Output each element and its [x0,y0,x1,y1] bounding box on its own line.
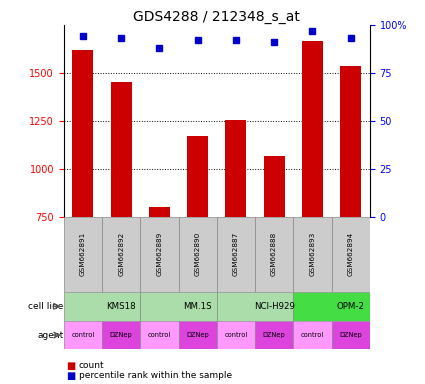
Text: OPM-2: OPM-2 [337,302,365,311]
Bar [140,217,178,292]
Text: GSM662889: GSM662889 [156,232,162,276]
Text: GSM662890: GSM662890 [195,232,201,276]
Text: NCI-H929: NCI-H929 [254,302,295,311]
Bar [293,217,332,292]
Bar [332,321,370,349]
Text: control: control [301,332,324,338]
Bar [293,321,332,349]
Bar [140,292,217,321]
Bar [102,321,140,349]
Text: control: control [71,332,94,338]
Bar [110,83,132,217]
Text: control: control [148,332,171,338]
Bar [217,217,255,292]
Bar [102,217,140,292]
Text: GSM662892: GSM662892 [118,232,124,276]
Bar [255,321,293,349]
Bar [225,120,246,217]
Text: GSM662887: GSM662887 [233,232,239,276]
Bar [332,217,370,292]
Text: GSM662888: GSM662888 [271,232,277,276]
Bar [302,41,323,217]
Bar [178,217,217,292]
Bar [217,292,293,321]
Bar [72,50,94,217]
Text: KMS18: KMS18 [106,302,136,311]
Bar [264,156,285,217]
Text: GSM662891: GSM662891 [80,232,86,276]
Bar [140,321,178,349]
Bar [340,66,361,217]
Text: DZNep: DZNep [339,332,362,338]
Text: ■: ■ [66,361,75,371]
Text: GSM662893: GSM662893 [309,232,315,276]
Text: MM.1S: MM.1S [183,302,212,311]
Text: control: control [224,332,247,338]
Text: DZNep: DZNep [186,332,209,338]
Bar [64,321,102,349]
Text: ■: ■ [66,371,75,381]
Bar [64,217,102,292]
Bar [255,217,293,292]
Bar [187,136,208,217]
Title: GDS4288 / 212348_s_at: GDS4288 / 212348_s_at [133,10,300,24]
Bar [217,321,255,349]
Bar [178,321,217,349]
Text: percentile rank within the sample: percentile rank within the sample [79,371,232,380]
Text: count: count [79,361,104,370]
Text: cell line: cell line [28,302,64,311]
Text: DZNep: DZNep [263,332,286,338]
Bar [293,292,370,321]
Text: agent: agent [37,331,64,339]
Text: GSM662894: GSM662894 [348,232,354,276]
Bar [64,292,140,321]
Text: DZNep: DZNep [110,332,133,338]
Bar [149,207,170,217]
